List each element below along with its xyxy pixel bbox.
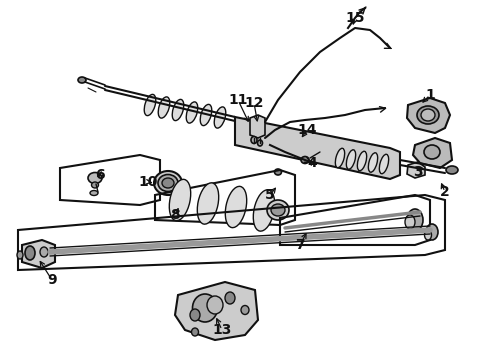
- Ellipse shape: [335, 148, 344, 168]
- Ellipse shape: [421, 109, 435, 121]
- Ellipse shape: [193, 294, 218, 322]
- Ellipse shape: [274, 169, 281, 175]
- Ellipse shape: [301, 157, 309, 163]
- Polygon shape: [235, 117, 400, 179]
- Text: 14: 14: [297, 123, 317, 137]
- Text: 11: 11: [228, 93, 248, 107]
- Ellipse shape: [225, 186, 246, 228]
- Ellipse shape: [169, 179, 191, 221]
- Ellipse shape: [271, 204, 285, 216]
- Ellipse shape: [368, 153, 378, 172]
- Polygon shape: [22, 240, 55, 268]
- Ellipse shape: [405, 215, 415, 229]
- Ellipse shape: [346, 150, 356, 169]
- Text: 15: 15: [345, 11, 365, 25]
- Text: 1: 1: [425, 88, 435, 102]
- Ellipse shape: [154, 171, 182, 195]
- Text: 9: 9: [47, 273, 57, 287]
- Ellipse shape: [192, 328, 198, 336]
- Ellipse shape: [357, 151, 367, 171]
- Ellipse shape: [90, 190, 98, 195]
- Ellipse shape: [207, 296, 223, 314]
- Ellipse shape: [88, 172, 102, 184]
- Ellipse shape: [251, 136, 257, 144]
- Ellipse shape: [190, 309, 200, 321]
- Text: 12: 12: [244, 96, 264, 110]
- Ellipse shape: [144, 94, 156, 116]
- Ellipse shape: [78, 77, 86, 83]
- Text: 8: 8: [170, 208, 180, 222]
- Ellipse shape: [172, 99, 184, 121]
- Ellipse shape: [17, 251, 23, 259]
- Ellipse shape: [424, 230, 432, 240]
- Text: 4: 4: [307, 156, 317, 170]
- Ellipse shape: [417, 106, 439, 124]
- Text: 7: 7: [295, 238, 305, 252]
- Ellipse shape: [186, 102, 198, 123]
- Text: 6: 6: [95, 168, 105, 182]
- Ellipse shape: [407, 209, 423, 231]
- Ellipse shape: [25, 246, 35, 260]
- Text: 5: 5: [265, 188, 275, 202]
- Ellipse shape: [379, 154, 389, 174]
- Polygon shape: [250, 115, 265, 138]
- Polygon shape: [407, 98, 450, 133]
- Ellipse shape: [258, 140, 263, 146]
- Ellipse shape: [214, 107, 226, 128]
- Polygon shape: [407, 162, 425, 178]
- Ellipse shape: [158, 97, 170, 118]
- Ellipse shape: [92, 182, 98, 188]
- Polygon shape: [175, 282, 258, 340]
- Ellipse shape: [253, 190, 275, 231]
- Ellipse shape: [162, 178, 174, 188]
- Ellipse shape: [197, 183, 219, 224]
- Text: 10: 10: [138, 175, 158, 189]
- Ellipse shape: [158, 175, 178, 192]
- Polygon shape: [413, 138, 452, 168]
- Ellipse shape: [446, 166, 458, 174]
- Ellipse shape: [225, 292, 235, 304]
- Text: 2: 2: [440, 185, 450, 199]
- Ellipse shape: [40, 247, 48, 257]
- Ellipse shape: [424, 145, 440, 159]
- Text: 13: 13: [212, 323, 232, 337]
- Ellipse shape: [426, 224, 438, 240]
- Ellipse shape: [241, 306, 249, 315]
- Text: 3: 3: [413, 165, 423, 179]
- Ellipse shape: [267, 200, 289, 220]
- Ellipse shape: [200, 104, 212, 126]
